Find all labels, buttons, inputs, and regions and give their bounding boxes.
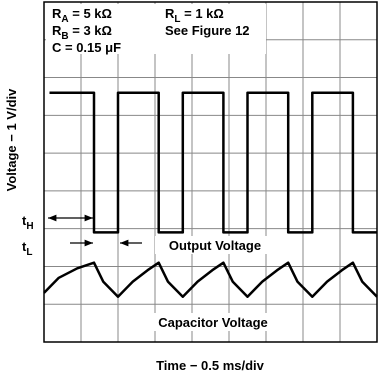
plot-frame: [43, 1, 378, 343]
annotation-base: R: [165, 6, 175, 21]
series-label: Output Voltage: [169, 238, 261, 253]
series-line: [43, 261, 378, 298]
annotation: RB = 3 kΩ: [52, 23, 112, 42]
annotation-base: t: [22, 239, 27, 254]
annotation: See Figure 12: [165, 23, 250, 38]
annotation: tL: [22, 239, 32, 258]
annotation-text: = 5 kΩ: [69, 6, 112, 21]
annotation-sub: L: [26, 247, 32, 258]
label-bg: [145, 313, 285, 331]
annotation: RA = 5 kΩ: [52, 6, 112, 25]
annotation: RL = 1 kΩ: [165, 6, 224, 25]
series-line: [49, 91, 377, 234]
annotation-base: R: [52, 23, 62, 38]
annotation-sub: A: [61, 14, 68, 25]
annotation-base: t: [22, 213, 27, 228]
annotation: tH: [22, 213, 34, 232]
annotation-sub: L: [174, 14, 180, 25]
annotation-text: C = 0.15 μF: [52, 40, 121, 55]
annotation-text: See Figure 12: [165, 23, 250, 38]
annotation-text: = 1 kΩ: [181, 6, 224, 21]
annotation: C = 0.15 μF: [52, 40, 121, 55]
annotation-sub: H: [26, 221, 33, 232]
annotation-text: = 3 kΩ: [69, 23, 112, 38]
series-label: Capacitor Voltage: [158, 315, 268, 330]
annotation-base: R: [52, 6, 62, 21]
annotation-sub: B: [61, 31, 68, 42]
label-bg: [155, 236, 275, 254]
y-axis-label: Voltage − 1 V/div: [4, 88, 19, 191]
x-axis-label: Time − 0.5 ms/div: [156, 358, 265, 373]
annotation-bg: [46, 4, 266, 54]
